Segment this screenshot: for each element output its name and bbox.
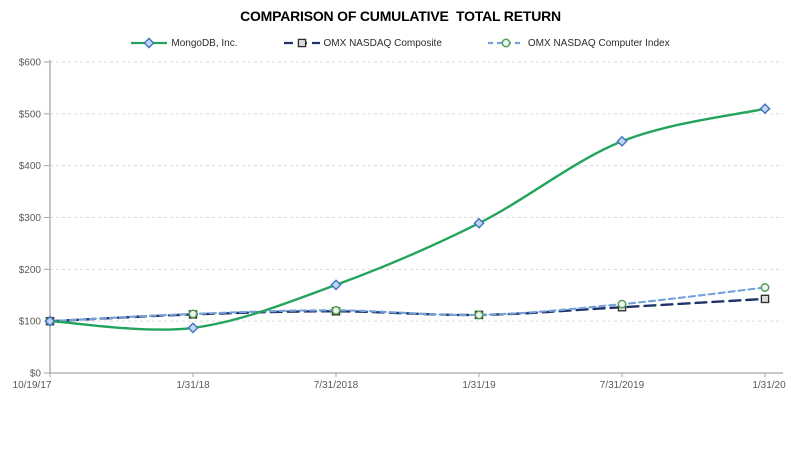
svg-text:$400: $400 [19,161,42,172]
svg-text:1/31/19: 1/31/19 [462,380,496,391]
svg-text:7/31/2019: 7/31/2019 [600,380,645,391]
axis-labels: $0 $100 $200 $300 $400 $500 $600 10/19/17 1/31/1… [13,58,787,392]
series-omx-nasdaq-computer-index [45,283,770,326]
svg-text:$100: $100 [19,317,42,328]
legend-item-nasdaq-composite: OMX NASDAQ Composite [283,37,442,49]
svg-text:$500: $500 [19,109,42,120]
legend-label-mongodb: MongoDB, Inc. [171,37,238,49]
legend-item-mongodb: MongoDB, Inc. [131,37,238,49]
svg-text:$200: $200 [19,265,42,276]
svg-text:7/31/2018: 7/31/2018 [314,380,359,391]
svg-text:10/19/17: 10/19/17 [13,380,52,391]
square-marker-icon [283,38,320,48]
gridlines [50,61,783,322]
chart-legend: MongoDB, Inc. OMX NASDAQ Composite OMX N… [0,37,801,49]
chart-title: COMPARISON OF CUMULATIVE TOTAL RETURN [240,8,561,24]
svg-text:$300: $300 [19,213,42,224]
legend-label-nasdaq-composite: OMX NASDAQ Composite [323,37,442,49]
legend-item-nasdaq-computer-index: OMX NASDAQ Computer Index [487,37,670,49]
svg-text:1/31/18: 1/31/18 [176,380,210,391]
legend-label-nasdaq-computer-index: OMX NASDAQ Computer Index [527,37,670,49]
circle-marker-icon [487,38,524,48]
svg-text:$600: $600 [19,58,42,69]
series-mongodb-inc- [44,103,771,334]
svg-text:$0: $0 [30,369,42,380]
diamond-marker-icon [131,37,168,49]
svg-text:1/31/20: 1/31/20 [752,380,786,391]
